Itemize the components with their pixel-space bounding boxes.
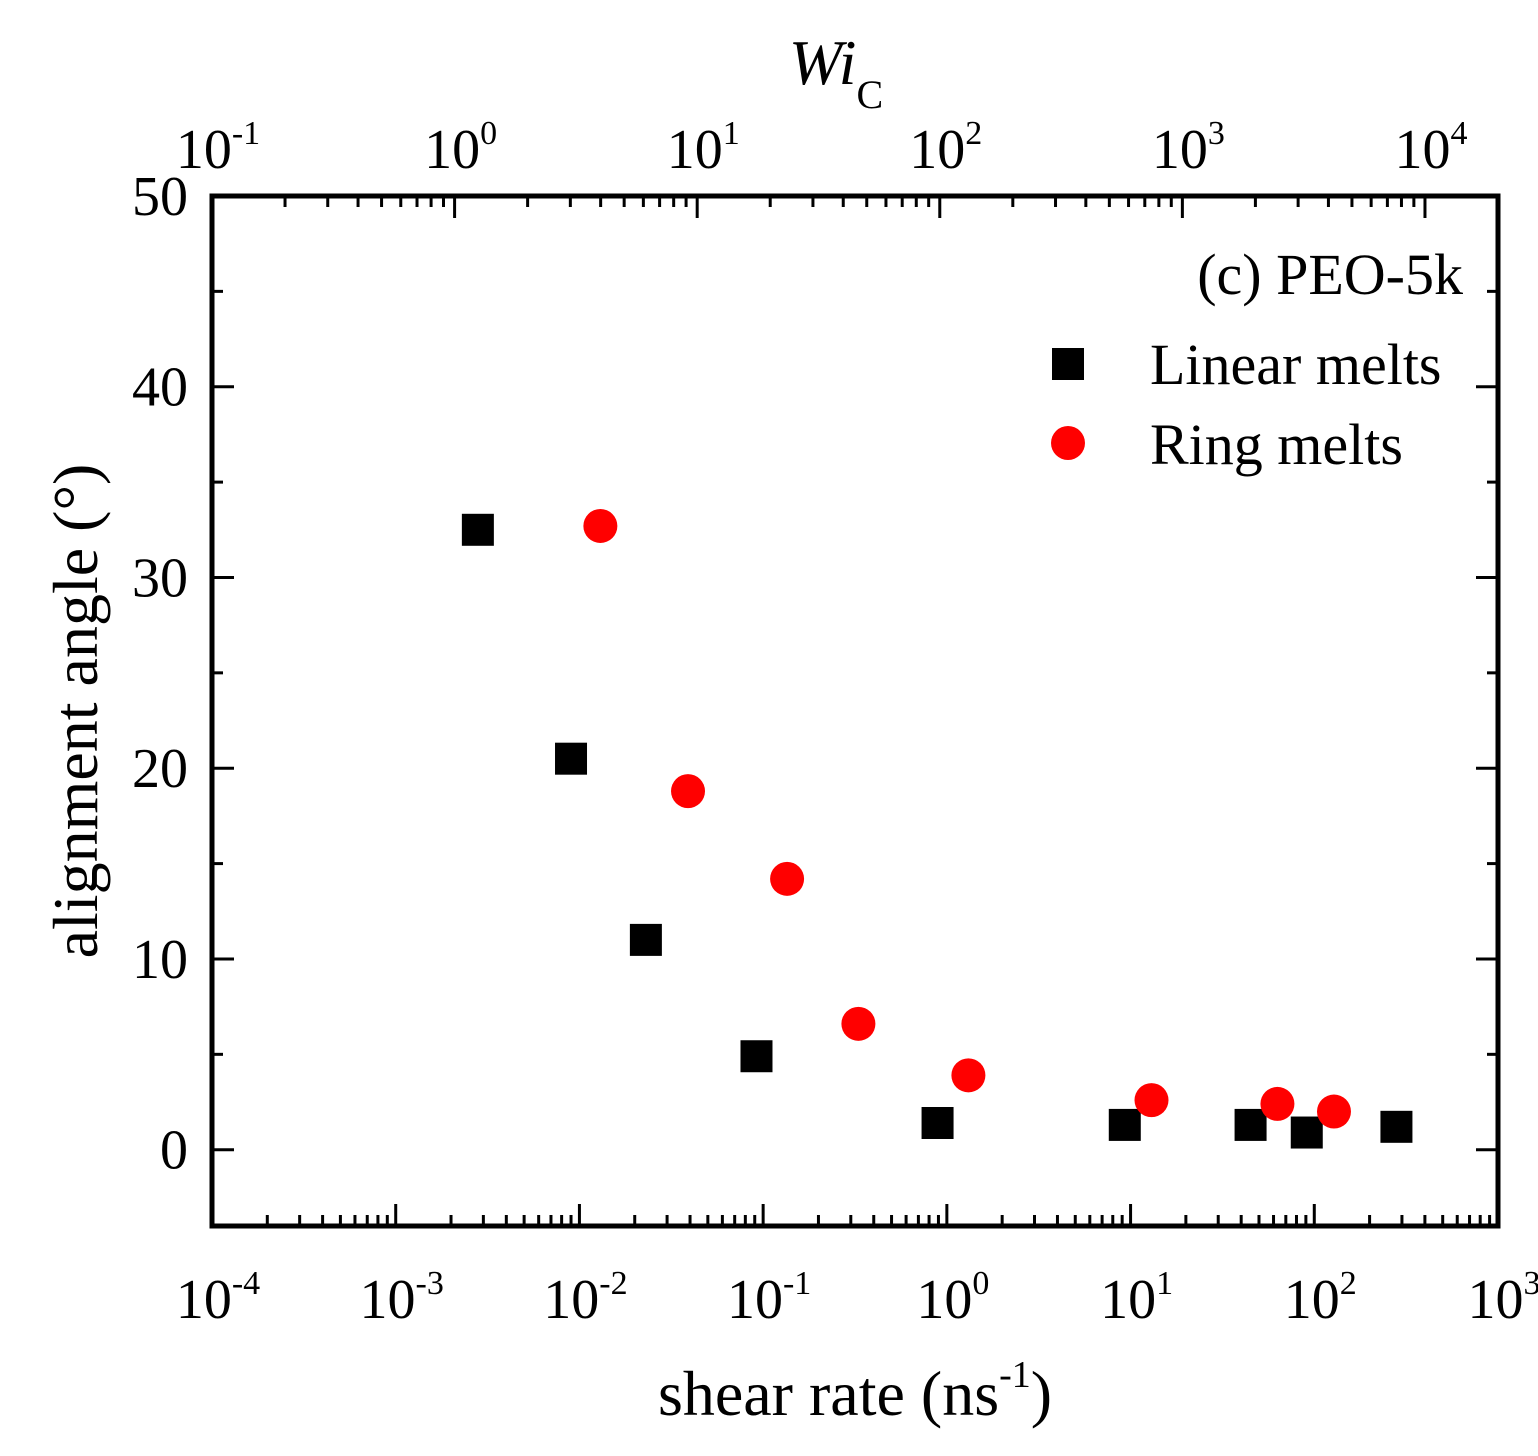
data-point-linear [1108,1108,1141,1141]
data-point-ring [583,508,618,543]
data-point-ring [1134,1083,1169,1118]
x-tick-label-base: 10 [176,1269,232,1331]
legend-label-linear: Linear melts [1150,332,1442,397]
top-x-tick-label: 102 [909,115,982,181]
legend-marker-linear [1052,348,1084,380]
x-tick-label: 10-3 [360,1265,444,1331]
y-tick-label: 10 [132,929,188,991]
x-axis-title-exponent: -1 [999,1354,1031,1396]
top-x-axis-title-main: Wi [789,27,857,98]
top-x-tick-label: 100 [424,115,497,181]
y-tick-label: 20 [132,738,188,800]
top-x-tick-label: 101 [667,115,740,181]
top-x-tick-label-base: 10 [909,119,965,181]
top-x-axis-title-subscript: C [856,72,883,117]
x-tick-label: 103 [1468,1265,1538,1331]
data-point-linear [921,1107,954,1139]
top-x-tick-label-base: 10 [1394,119,1450,181]
x-tick-label-exponent: -1 [783,1265,811,1302]
legend-marker-ring [1051,426,1085,460]
x-tick-label-base: 10 [543,1269,599,1331]
x-tick-label-exponent: 3 [1524,1265,1538,1302]
x-tick-label: 10-1 [727,1265,811,1331]
x-tick-label: 10-4 [176,1265,260,1331]
data-point-ring [841,1006,876,1041]
legend-label-ring: Ring melts [1150,412,1403,477]
top-x-tick-label-exponent: 1 [723,115,740,152]
x-tick-label-base: 10 [727,1269,783,1331]
data-point-ring [671,774,706,809]
top-x-tick-label-exponent: 0 [480,115,497,152]
top-x-tick-label: 104 [1394,115,1467,181]
x-axis-title: shear rate (ns-1) [658,1354,1052,1429]
x-tick-label-exponent: -2 [599,1265,627,1302]
data-point-linear [1380,1110,1413,1143]
top-x-axis-title: WiC [789,27,883,117]
x-tick-label-exponent: 2 [1340,1265,1357,1302]
data-point-linear [1234,1108,1267,1141]
top-x-tick-label-exponent: -1 [232,115,260,152]
x-tick-label: 102 [1284,1265,1357,1331]
panel-annotation: (c) PEO-5k [1197,242,1463,307]
x-tick-label-exponent: 0 [972,1265,989,1302]
y-tick-label: 50 [132,166,188,228]
data-points-layer [461,508,1413,1149]
data-point-linear [461,513,494,546]
x-tick-label-exponent: 1 [1156,1265,1173,1302]
x-axis-title-end: ) [1031,1358,1052,1429]
x-tick-label: 101 [1100,1265,1173,1331]
data-point-linear [629,923,662,956]
x-tick-label-base: 10 [916,1269,972,1331]
data-point-ring [770,861,805,896]
top-x-tick-label-base: 10 [176,119,232,181]
x-tick-label-base: 10 [360,1269,416,1331]
x-axis-title-main: shear rate (ns [658,1358,999,1429]
top-x-tick-label: 103 [1152,115,1225,181]
y-tick-label: 40 [132,357,188,419]
x-tick-label-exponent: -4 [232,1265,260,1302]
y-axis-title: alignment angle (°) [40,464,111,959]
y-tick-label: 0 [160,1120,188,1182]
data-point-linear [740,1040,773,1073]
data-point-ring [951,1058,986,1093]
x-tick-label: 100 [916,1265,989,1331]
data-point-ring [1316,1094,1351,1129]
top-x-tick-label: 10-1 [176,115,260,181]
top-x-tick-label-exponent: 3 [1208,115,1225,152]
y-tick-label: 30 [132,547,188,609]
data-point-linear [555,742,588,775]
x-tick-label-exponent: -3 [416,1265,444,1302]
x-tick-label-base: 10 [1468,1269,1524,1331]
plot-frame [209,193,1501,1229]
top-x-tick-label-base: 10 [667,119,723,181]
top-x-tick-label-base: 10 [1152,119,1208,181]
x-tick-label: 10-2 [543,1265,627,1331]
data-point-ring [1260,1086,1295,1121]
data-point-linear [1290,1116,1323,1149]
top-x-tick-label-exponent: 2 [965,115,982,152]
x-tick-label-base: 10 [1100,1269,1156,1331]
top-x-tick-label-base: 10 [424,119,480,181]
x-tick-label-base: 10 [1284,1269,1340,1331]
top-x-tick-label-exponent: 4 [1450,115,1467,152]
legend: Linear melts Ring melts [1051,332,1442,477]
